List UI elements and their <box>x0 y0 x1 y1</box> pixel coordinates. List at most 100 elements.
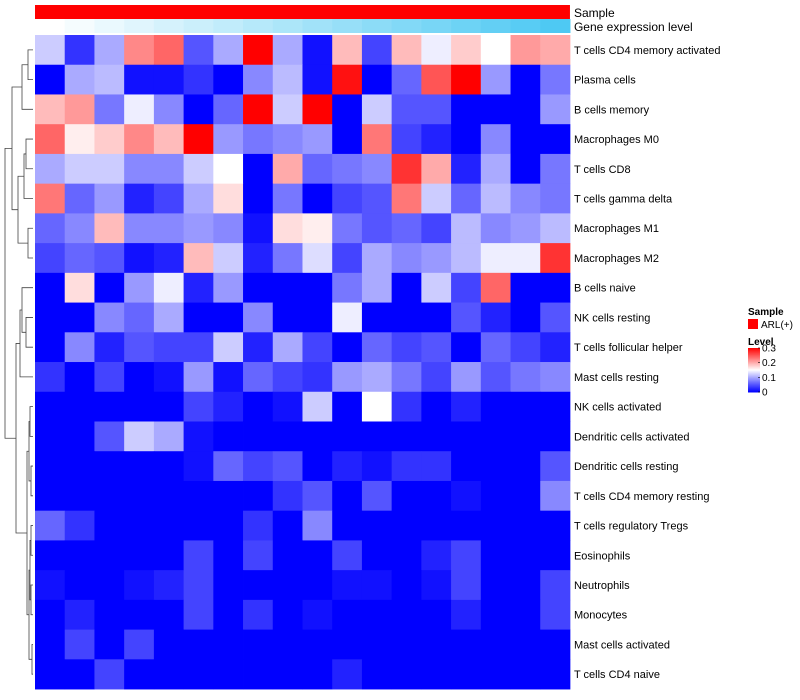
row-label: Macrophages M1 <box>574 223 659 235</box>
heatmap-cell <box>480 362 511 393</box>
heatmap-cell <box>153 94 184 125</box>
legend-colorbar-segment <box>748 349 760 351</box>
heatmap-cell <box>480 35 511 66</box>
heatmap-cell <box>272 659 303 690</box>
heatmap-cell <box>183 629 214 660</box>
legend-level-title: Level <box>748 337 774 348</box>
heatmap-cell <box>213 183 244 214</box>
heatmap-cell <box>302 480 333 512</box>
heatmap-cell <box>540 540 571 571</box>
row-dendrogram <box>4 49 33 675</box>
heatmap-cell <box>272 391 303 422</box>
heatmap-cell <box>272 124 303 155</box>
heatmap-cell <box>451 510 482 541</box>
heatmap-cell <box>361 243 393 274</box>
heatmap-cell <box>153 302 184 333</box>
heatmap-cell <box>213 599 244 630</box>
heatmap-cell <box>451 332 482 363</box>
legend-sample-label: ARL(+) <box>761 320 793 331</box>
heatmap-cell <box>510 421 541 452</box>
expression-annotation-cell <box>272 19 303 33</box>
heatmap-cell <box>302 570 333 601</box>
heatmap-cell <box>272 510 303 541</box>
heatmap-cell <box>391 272 422 303</box>
legend-colorbar-segment <box>748 355 760 358</box>
expression-annotation-cell <box>183 19 214 33</box>
heatmap-cell <box>243 243 274 274</box>
heatmap-cell <box>124 64 155 95</box>
heatmap-cell <box>421 35 452 66</box>
dendrogram-branch <box>17 175 28 244</box>
heatmap-cell <box>183 659 214 690</box>
legend-colorbar-segment <box>748 382 760 384</box>
heatmap-cell <box>302 421 333 452</box>
heatmap-cell <box>94 272 125 303</box>
dendrogram-branch <box>29 406 33 437</box>
heatmap-cell <box>451 629 482 660</box>
heatmap-cell <box>480 510 511 541</box>
heatmap-cell <box>451 243 482 274</box>
expression-annotation-cell <box>94 19 125 33</box>
legend-sample-swatch <box>748 319 758 329</box>
heatmap-cell <box>64 243 95 274</box>
dendrogram-branch <box>30 465 33 497</box>
heatmap-cell <box>332 213 363 244</box>
row-label: Eosinophils <box>574 550 631 562</box>
heatmap-cell <box>451 570 482 601</box>
heatmap-cell <box>272 570 303 601</box>
heatmap-cell <box>64 124 95 155</box>
heatmap-cell <box>361 659 393 690</box>
heatmap-cell <box>213 302 244 333</box>
legend-colorbar-segment <box>748 377 760 380</box>
heatmap-cell <box>94 332 125 363</box>
heatmap-cell <box>510 570 541 601</box>
heatmap-cell <box>64 332 95 363</box>
heatmap-cell <box>332 421 363 452</box>
heatmap-cell <box>332 302 363 333</box>
row-label: NK cells activated <box>574 402 661 414</box>
heatmap-cell <box>124 421 155 452</box>
heatmap-cell <box>421 510 452 541</box>
heatmap-cell <box>213 64 244 95</box>
legend-colorbar-segment <box>748 364 760 367</box>
heatmap-cell <box>94 35 125 66</box>
heatmap-cell <box>213 332 244 363</box>
heatmap-cell <box>183 540 214 571</box>
heatmap-cell <box>153 124 184 155</box>
heatmap-cell <box>510 599 541 630</box>
heatmap-cell <box>124 243 155 274</box>
heatmap-cell <box>332 272 363 303</box>
legend-colorbar-segment <box>748 389 760 392</box>
heatmap-cell <box>451 302 482 333</box>
heatmap-cell <box>153 629 184 660</box>
heatmap-cell <box>302 540 333 571</box>
heatmap-cell <box>124 94 155 125</box>
heatmap-cell <box>391 570 422 601</box>
heatmap-cell <box>124 570 155 601</box>
legend-colorbar-segment <box>748 387 760 390</box>
heatmap-cell <box>480 64 511 95</box>
sample-track-label: Sample <box>574 6 615 20</box>
heatmap-cell <box>272 213 303 244</box>
heatmap-cell <box>480 629 511 660</box>
expression-annotation-cell <box>391 19 422 33</box>
heatmap-cell <box>510 480 541 512</box>
heatmap-cell <box>391 243 422 274</box>
heatmap-cell <box>391 35 422 66</box>
heatmap-cell <box>183 213 214 244</box>
expression-annotation-cell <box>302 19 333 33</box>
expression-annotation-cell <box>35 19 66 33</box>
heatmap-cell <box>124 659 155 690</box>
heatmap-cell <box>540 35 571 66</box>
heatmap-cell <box>243 302 274 333</box>
heatmap-cell <box>451 272 482 303</box>
heatmap-cell <box>153 272 184 303</box>
heatmap-cell <box>391 362 422 393</box>
row-label: T cells gamma delta <box>574 194 673 206</box>
heatmap-cell <box>153 480 184 512</box>
heatmap-cell <box>243 94 274 125</box>
legend-colorbar-segment <box>748 390 760 393</box>
heatmap-cell <box>480 391 511 422</box>
heatmap-cell <box>302 35 333 66</box>
annotation-tracks <box>35 5 571 33</box>
